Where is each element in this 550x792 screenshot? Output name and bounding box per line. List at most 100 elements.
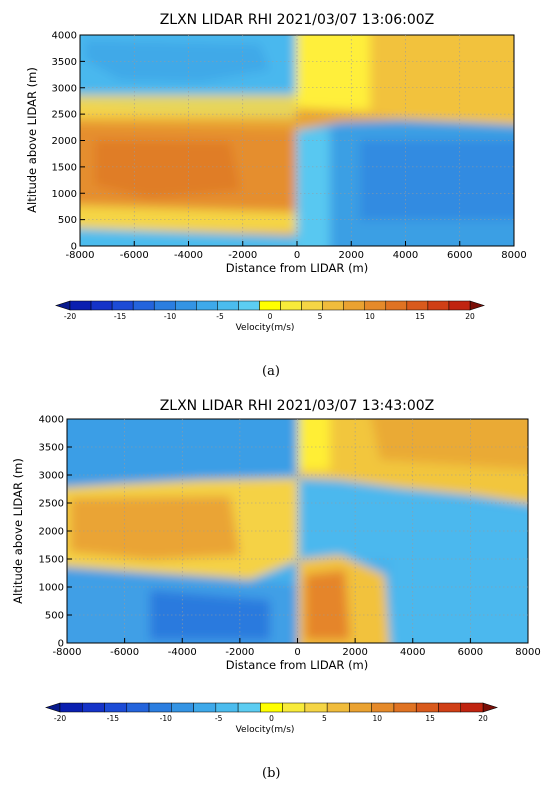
y-tick-label: 4000 (39, 415, 64, 426)
y-tick-label: 3000 (52, 83, 77, 94)
colorbar-tick-label: -10 (160, 714, 172, 723)
colorbar-high-arrow (482, 702, 498, 713)
colorbar-segment (326, 702, 350, 713)
colorbar-segment (148, 702, 172, 713)
panel-a-left-orange-inner (95, 140, 240, 198)
colorbar-segment (215, 702, 239, 713)
colorbar-segment (322, 300, 344, 311)
x-tick-label: -2000 (225, 647, 254, 658)
y-tick-label: 1000 (52, 189, 77, 200)
colorbar-segment (111, 300, 134, 311)
colorbar-segment (427, 300, 450, 311)
x-tick-label: 0 (294, 647, 300, 658)
y-tick-label: 2000 (39, 527, 64, 538)
colorbar-segment (132, 300, 155, 311)
colorbar-segment (196, 300, 218, 311)
x-tick-label: 6000 (458, 647, 483, 658)
y-tick-label: 500 (45, 611, 64, 622)
colorbar-tick-label: 5 (318, 312, 323, 321)
colorbar-tick-label: -15 (107, 714, 119, 723)
colorbar-segment (406, 300, 429, 311)
y-tick-label: 1500 (39, 555, 64, 566)
x-tick-label: 8000 (515, 647, 540, 658)
x-tick-label: 8000 (501, 250, 526, 261)
colorbar-segment (237, 702, 261, 713)
colorbar-tick-label: -5 (215, 714, 223, 723)
colorbar-segment (193, 702, 217, 713)
x-tick-label: 4000 (393, 250, 418, 261)
colorbar-segment (343, 300, 365, 311)
colorbar-segment (82, 702, 105, 713)
panel-a-near-lidar-light (296, 128, 330, 246)
y-tick-label: 500 (58, 215, 77, 226)
panel-b-x-ticks: -8000 -6000 -4000 -2000 0 2000 4000 6000 8000 (52, 638, 541, 658)
panel-a-colorbar-label: Velocity(m/s) (236, 323, 295, 333)
colorbar-tick-label: 10 (372, 714, 382, 723)
colorbar-segment (280, 300, 302, 311)
colorbar-high-arrow (469, 300, 485, 311)
colorbar-tick-label: 20 (478, 714, 488, 723)
colorbar-tick-label: 15 (415, 312, 425, 321)
x-tick-label: -4000 (174, 250, 203, 261)
colorbar-tick-label: 5 (322, 714, 327, 723)
panel-b-title: ZLXN LIDAR RHI 2021/03/07 13:43:00Z (160, 398, 435, 414)
colorbar-segment (415, 702, 439, 713)
panel-a-right-lower-deeper (360, 140, 514, 220)
panel-a-x-label: Distance from LIDAR (m) (226, 261, 369, 275)
colorbar-segment (104, 702, 128, 713)
colorbar-tick-label: 0 (269, 714, 274, 723)
colorbar-low-arrow (45, 702, 61, 713)
colorbar-segment (238, 300, 260, 311)
colorbar-segment (301, 300, 323, 311)
colorbar-low-arrow (55, 300, 71, 311)
colorbar-segment (385, 300, 408, 311)
panel-b-right-lower-orange (305, 570, 350, 640)
panel-b-caption: (b) (262, 766, 281, 781)
y-tick-label: 0 (58, 639, 64, 650)
panel-b-right-mid-negative (298, 482, 528, 643)
y-tick-label: 2500 (39, 499, 64, 510)
colorbar-segment (171, 702, 194, 713)
colorbar-tick-label: -20 (64, 312, 76, 321)
colorbar-segment (59, 702, 83, 713)
y-tick-label: 1500 (52, 162, 77, 173)
colorbar-segment (259, 300, 281, 311)
colorbar-segment (260, 702, 283, 713)
y-tick-label: 1000 (39, 583, 64, 594)
panel-a-y-label: Altitude above LIDAR (m) (25, 67, 39, 213)
x-tick-label: 2000 (339, 250, 364, 261)
panel-b-right-upper-yellow (298, 419, 330, 470)
panel-a-chart: ZLXN LIDAR RHI 2021/03/07 13:06:00Z (25, 12, 527, 333)
colorbar-tick-label: -15 (114, 312, 126, 321)
y-tick-label: 3000 (39, 471, 64, 482)
y-tick-label: 3500 (39, 443, 64, 454)
panel-a-caption: (a) (262, 364, 280, 379)
colorbar-tick-label: 20 (465, 312, 475, 321)
panel-b-left-orange-core (70, 496, 240, 560)
x-tick-label: -6000 (110, 647, 139, 658)
panel-b-x-label: Distance from LIDAR (m) (226, 658, 369, 672)
colorbar-segment (153, 300, 176, 311)
colorbar-tick-label: 15 (425, 714, 435, 723)
colorbar-tick-label: -10 (164, 312, 176, 321)
colorbar-tick-label: 0 (268, 312, 273, 321)
x-tick-label: 0 (294, 250, 300, 261)
colorbar-segment (371, 702, 395, 713)
panel-b-grid (67, 419, 528, 643)
panel-b-y-label: Altitude above LIDAR (m) (11, 458, 25, 604)
colorbar-tick-label: 10 (365, 312, 375, 321)
colorbar-segment (349, 702, 372, 713)
panel-a-y-ticks: 0 500 1000 1500 2000 2500 3000 3500 4000 (52, 31, 85, 253)
colorbar-segment (393, 702, 417, 713)
panel-a-right-upper-yellow (296, 35, 370, 110)
colorbar-segment (90, 300, 113, 311)
colorbar-segment (438, 702, 461, 713)
y-tick-label: 0 (71, 242, 77, 253)
colorbar-segment (175, 300, 197, 311)
colorbar-segment (448, 300, 471, 311)
panel-a-grid (80, 35, 514, 246)
panel-b-colorbar-label: Velocity(m/s) (236, 725, 295, 735)
panel-a-colorbar: -20 -15 -10 -5 0 5 10 15 20 (55, 300, 485, 321)
x-tick-label: -4000 (168, 647, 197, 658)
